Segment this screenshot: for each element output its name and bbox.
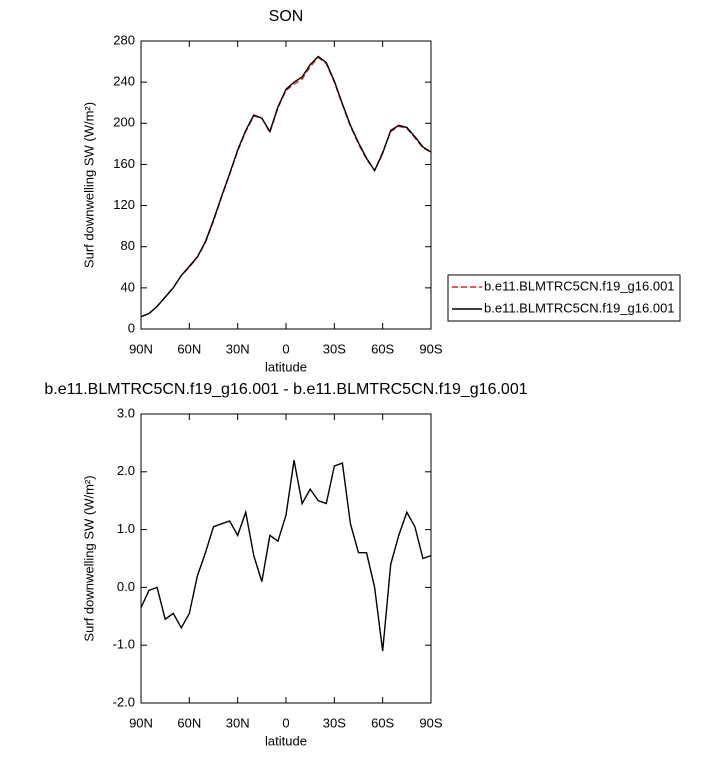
- plot-frame: [140, 40, 432, 330]
- y-tick-label: -2.0: [113, 694, 135, 709]
- x-axis-label: latitude: [265, 733, 307, 748]
- data-line: [140, 460, 432, 652]
- chart-title: SON: [269, 8, 304, 25]
- data-line: [140, 55, 432, 318]
- y-tick-label: 160: [113, 156, 135, 171]
- x-tick-label: 60N: [177, 341, 201, 356]
- x-tick-label: 30N: [226, 341, 250, 356]
- y-axis-label: Surf downwelling SW (W/m²): [81, 475, 96, 641]
- x-tick-label: 60S: [371, 715, 394, 730]
- x-tick-label: 0: [282, 341, 289, 356]
- y-tick-label: 2.0: [117, 463, 135, 478]
- y-tick-label: 200: [113, 115, 135, 130]
- y-tick-label: 3.0: [117, 405, 135, 420]
- chart-title: b.e11.BLMTRC5CN.f19_g16.001 - b.e11.BLMT…: [44, 381, 527, 398]
- y-tick-label: 80: [121, 238, 135, 253]
- y-tick-label: 240: [113, 74, 135, 89]
- plot-frame: [140, 413, 432, 704]
- legend-box: [447, 274, 681, 322]
- x-tick-label: 30S: [323, 715, 346, 730]
- x-tick-label: 60S: [371, 341, 394, 356]
- x-tick-label: 90S: [419, 715, 442, 730]
- x-tick-label: 0: [282, 715, 289, 730]
- y-axis-label: Surf downwelling SW (W/m²): [81, 102, 96, 268]
- y-tick-label: 280: [113, 32, 135, 47]
- x-tick-label: 90S: [419, 341, 442, 356]
- legend-label: b.e11.BLMTRC5CN.f19_g16.001: [484, 278, 675, 293]
- y-tick-label: 0.0: [117, 579, 135, 594]
- x-axis-label: latitude: [265, 359, 307, 374]
- y-tick-label: 0: [128, 320, 135, 335]
- y-tick-label: 40: [121, 279, 135, 294]
- y-tick-label: 1.0: [117, 521, 135, 536]
- x-tick-label: 30S: [323, 341, 346, 356]
- x-tick-label: 90N: [129, 715, 153, 730]
- y-tick-label: 120: [113, 197, 135, 212]
- legend-label: b.e11.BLMTRC5CN.f19_g16.001: [484, 300, 675, 315]
- x-tick-label: 30N: [226, 715, 250, 730]
- data-line: [140, 56, 432, 318]
- x-tick-label: 90N: [129, 341, 153, 356]
- y-tick-label: -1.0: [113, 637, 135, 652]
- x-tick-label: 60N: [177, 715, 201, 730]
